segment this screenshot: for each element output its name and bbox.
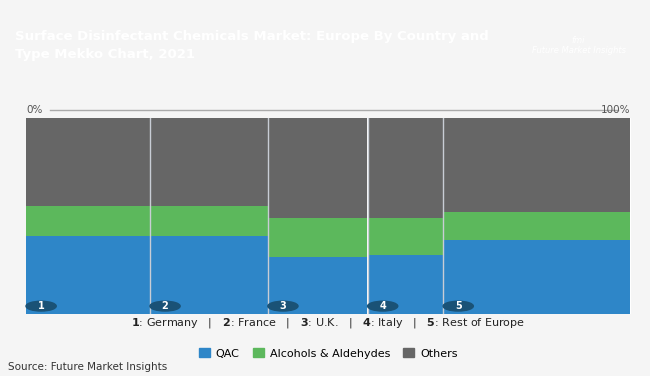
Text: 2: 2 — [162, 301, 168, 311]
Text: 5: 5 — [455, 301, 461, 311]
Bar — [150, 206, 268, 236]
Bar — [443, 240, 630, 314]
Circle shape — [150, 301, 180, 311]
Text: $\bf{1}$: Germany   |   $\bf{2}$: France   |   $\bf{3}$: U.K.   |   $\bf{4}$: It: $\bf{1}$: Germany | $\bf{2}$: France | $… — [131, 316, 525, 330]
Circle shape — [367, 301, 398, 311]
Bar — [368, 255, 443, 314]
Text: 0%: 0% — [26, 105, 42, 115]
Bar — [268, 118, 367, 218]
Bar — [443, 118, 630, 212]
Bar — [150, 236, 268, 314]
Text: 1: 1 — [38, 301, 44, 311]
Text: fmi
Future Market Insights: fmi Future Market Insights — [532, 36, 625, 55]
Bar — [368, 218, 443, 255]
Bar — [150, 118, 268, 206]
Bar — [268, 257, 367, 314]
Bar — [443, 212, 630, 240]
Text: 3: 3 — [280, 301, 286, 311]
Bar — [268, 218, 367, 257]
Text: Surface Disinfectant Chemicals Market: Europe By Country and
Type Mekko Chart, 2: Surface Disinfectant Chemicals Market: E… — [15, 30, 489, 61]
Bar — [368, 118, 443, 218]
Bar — [26, 206, 150, 236]
Text: 100%: 100% — [601, 105, 630, 115]
Circle shape — [268, 301, 298, 311]
Circle shape — [443, 301, 473, 311]
Bar — [26, 118, 150, 206]
Legend: QAC, Alcohols & Aldehydes, Others: QAC, Alcohols & Aldehydes, Others — [194, 344, 462, 363]
Text: Source: Future Market Insights: Source: Future Market Insights — [8, 362, 167, 371]
Text: 4: 4 — [380, 301, 386, 311]
Bar — [26, 236, 150, 314]
Circle shape — [26, 301, 56, 311]
